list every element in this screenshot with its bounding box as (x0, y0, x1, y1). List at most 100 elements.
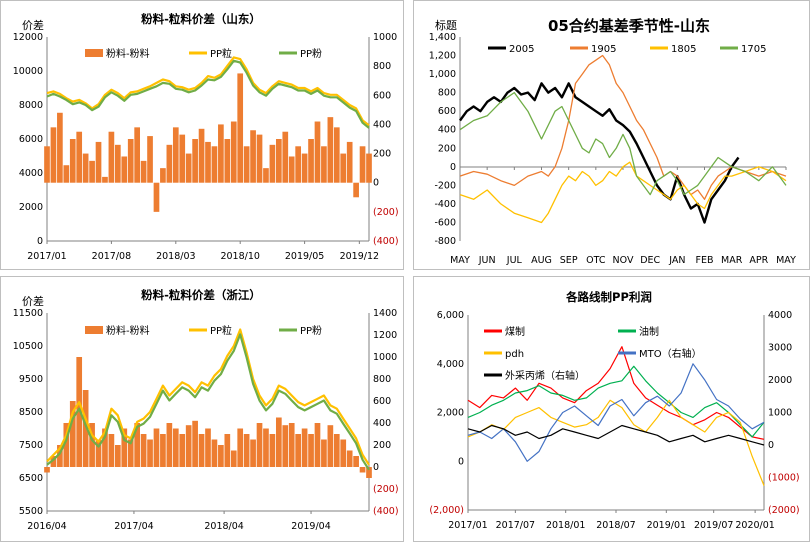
bar (185, 425, 192, 467)
y-tick-label-right: 1000 (768, 408, 792, 419)
y-tick-label-left: 8000 (19, 100, 43, 111)
series-line (467, 363, 765, 462)
y-tick-label-left: 10000 (13, 66, 43, 77)
bar (76, 131, 83, 183)
bar (308, 434, 314, 467)
bar (346, 450, 353, 467)
y-tick-label-left: 0 (458, 456, 464, 467)
x-tick-label: 2019/01 (647, 520, 686, 531)
series-line (46, 333, 370, 471)
x-tick-label: 2019/05 (285, 251, 324, 262)
bar (44, 146, 50, 183)
y-tick-label-left: 6000 (19, 134, 43, 145)
x-tick-label: 2017/01 (448, 520, 487, 531)
y-tick-label-right: 400 (373, 119, 391, 130)
x-tick-label: 2016/04 (27, 521, 66, 532)
chart-panel-route-margins: 各路线制PP利润 (2,000) 0 2,000 4,000 6,000 (2000) (10… (413, 276, 810, 542)
bar (282, 425, 289, 467)
legend-label: 2005 (509, 44, 534, 55)
bar (243, 146, 250, 183)
bar (166, 144, 173, 183)
bar (147, 439, 153, 467)
y-tick-label-left: 0 (450, 162, 456, 173)
bar (308, 139, 314, 183)
bar (82, 390, 89, 467)
y-axis-label: 价差 (22, 294, 44, 308)
y-tick-label-right: (400) (373, 506, 399, 517)
legend-label: 1905 (591, 44, 616, 55)
bar (314, 121, 321, 183)
y-tick-label-left: 1,400 (429, 32, 456, 43)
x-tick-label: JUN (478, 255, 496, 266)
legend-label: 1805 (671, 44, 696, 55)
y-tick-label-right: 800 (373, 61, 391, 72)
x-tick-label: JUL (506, 255, 523, 266)
bar (134, 127, 141, 183)
bar (366, 467, 372, 478)
bar (353, 456, 359, 467)
bar (114, 144, 121, 183)
x-tick-label: MAR (721, 255, 743, 266)
bar (192, 420, 198, 467)
legend-label: 煤制 (505, 325, 525, 338)
y-tick-label-left: (2,000) (429, 505, 464, 516)
y-tick-label-right: 1000 (373, 352, 397, 363)
y-tick-label-left: -400 (434, 199, 456, 210)
bar (288, 423, 295, 467)
bar (327, 425, 334, 467)
bar (321, 146, 327, 183)
bar (160, 434, 166, 467)
y-tick-label-right: 2000 (768, 375, 792, 386)
bar (301, 428, 308, 467)
legend-label: pdh (505, 349, 524, 360)
series-line (467, 424, 765, 446)
bar (295, 146, 302, 183)
y-tick-label-left: 7500 (19, 440, 43, 451)
bar (224, 139, 231, 183)
y-tick-label-left: 400 (438, 125, 456, 136)
chart-zhejiang-spread: 粉料-粒料价差（浙江） 价差 5500 6500 7500 8500 9500 10500 11… (13, 288, 399, 532)
bar (263, 428, 269, 467)
bar (82, 153, 89, 183)
bar (198, 128, 205, 183)
legend-label: 1705 (741, 44, 766, 55)
bar (57, 112, 63, 183)
y-tick-label-left: -600 (434, 217, 456, 228)
bar (95, 439, 102, 467)
bar (340, 439, 347, 467)
chart-panel-seasonality: 05合约基差季节性-山东 标题 -800 -600 -400 -200 0 200 400 600… (413, 0, 810, 270)
y-tick-label-left: -200 (434, 180, 456, 191)
series-line (467, 365, 765, 438)
bar (102, 428, 108, 467)
bar (237, 428, 244, 467)
y-tick-label-right: (200) (373, 484, 399, 495)
bar (76, 357, 83, 467)
bar (269, 144, 276, 183)
bar (44, 467, 50, 473)
x-tick-label: 2017/01 (27, 251, 66, 262)
bar (140, 160, 147, 183)
bar (153, 182, 160, 212)
x-tick-label: FEB (696, 255, 714, 266)
y-tick-label-left: 6500 (19, 473, 43, 484)
x-tick-label: 2018/10 (220, 251, 259, 262)
bar (218, 445, 224, 467)
y-tick-label-left: 2,000 (437, 408, 464, 419)
bar (359, 467, 366, 473)
bar (166, 423, 173, 467)
bar (327, 117, 334, 183)
legend-swatch (85, 326, 103, 334)
x-tick-label: MAY (776, 255, 796, 266)
chart-basis-seasonality: 05合约基差季节性-山东 标题 -800 -600 -400 -200 0 200 400 600… (429, 17, 796, 266)
bar (89, 423, 95, 467)
chart-panel-shandong: 粉料-粒料价差（山东） 价差 0 2000 4000 6000 8000 10000 12000… (0, 0, 404, 270)
x-tick-label: SEP (560, 255, 578, 266)
chart-title: 05合约基差季节性-山东 (548, 17, 710, 35)
y-tick-label-left: 12000 (13, 32, 43, 43)
bar (50, 456, 57, 467)
bar (333, 434, 340, 467)
y-tick-label-left: 8500 (19, 407, 43, 418)
series-line (459, 91, 787, 196)
legend-label: MTO（右轴） (639, 347, 702, 360)
y-tick-label-right: 400 (373, 418, 391, 429)
